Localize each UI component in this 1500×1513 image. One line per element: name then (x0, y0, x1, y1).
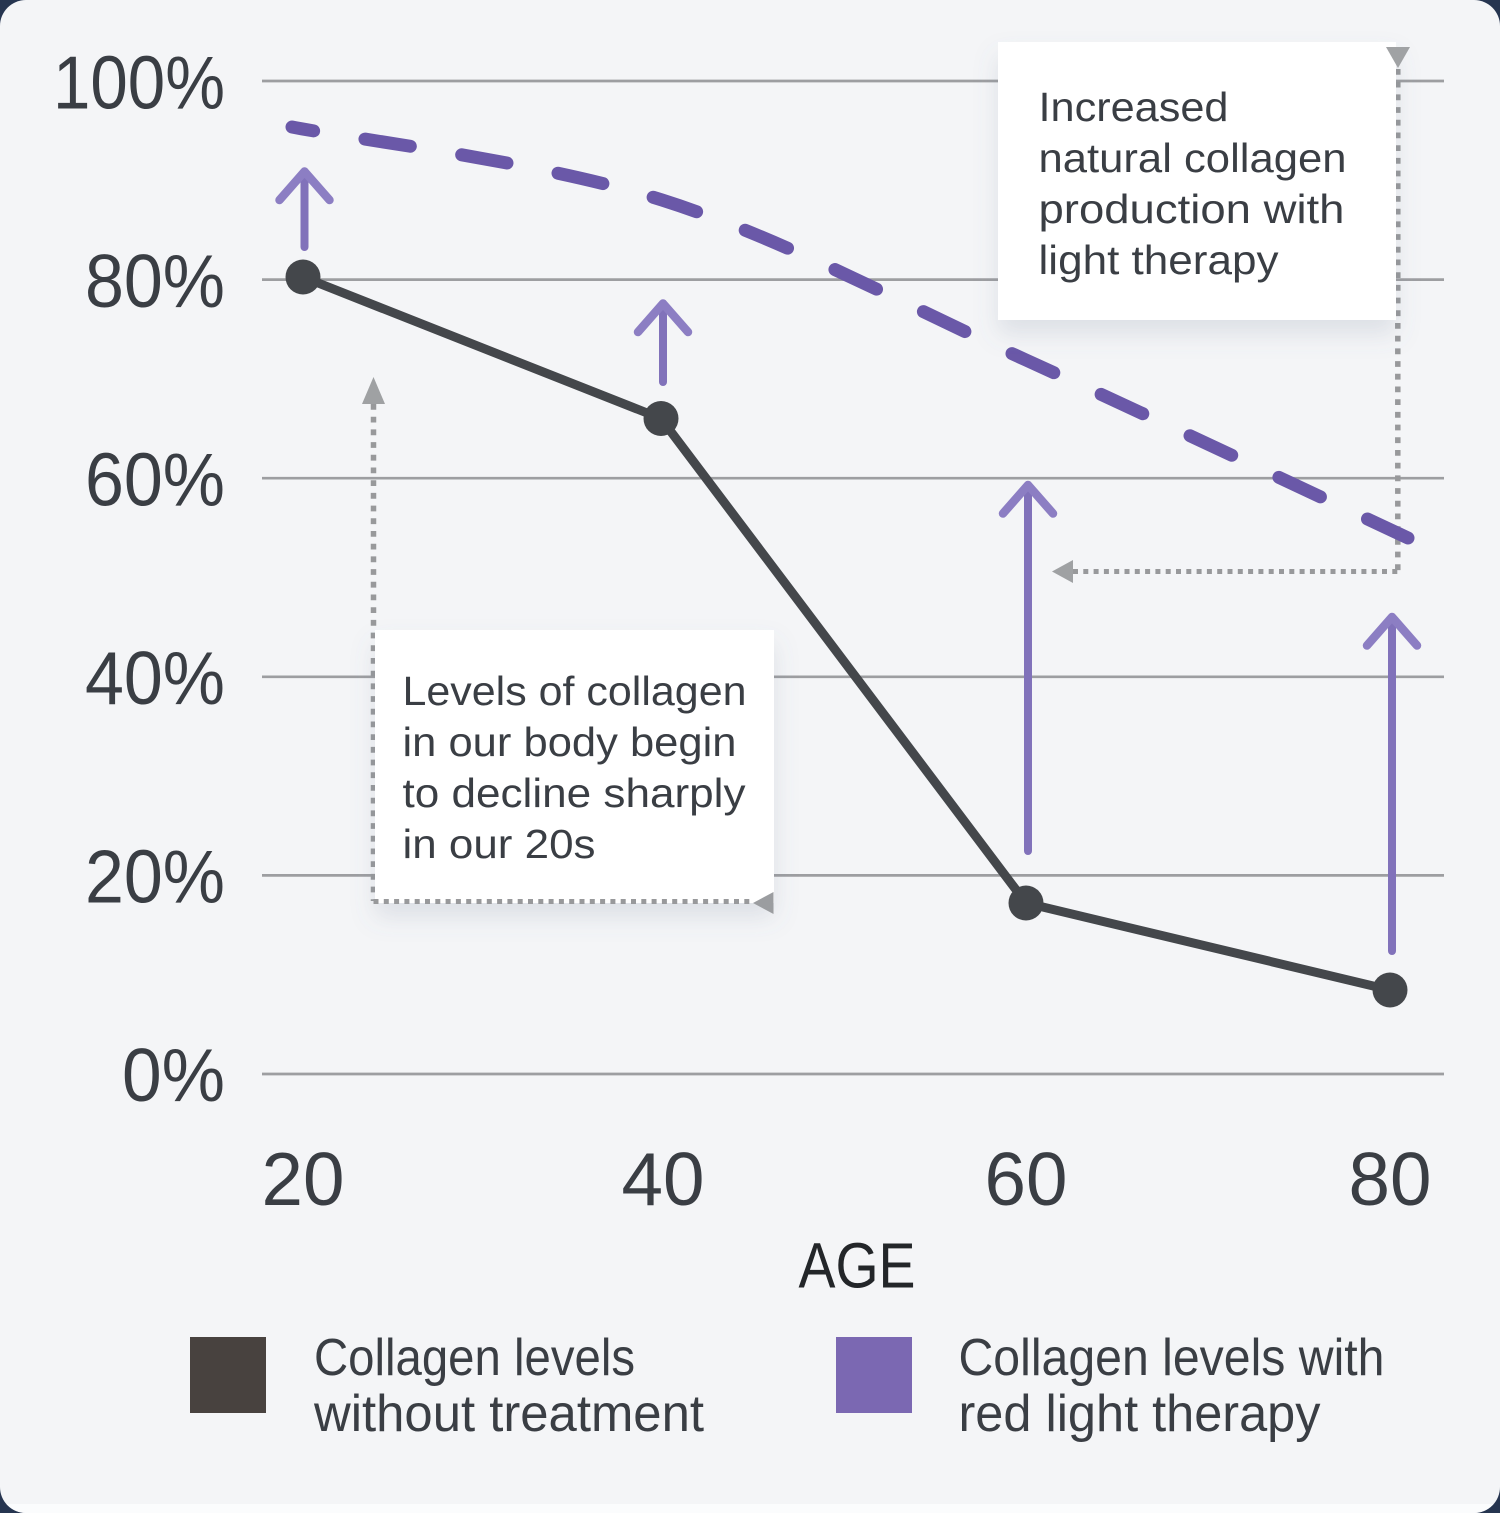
svg-text:AGE: AGE (799, 1230, 916, 1302)
svg-text:20: 20 (262, 1137, 345, 1221)
svg-text:Collagen levels with: Collagen levels with (959, 1329, 1385, 1387)
svg-text:20%: 20% (85, 835, 225, 919)
svg-text:60%: 60% (85, 438, 225, 522)
svg-text:without treatment: without treatment (313, 1385, 705, 1443)
svg-text:production with: production with (1039, 186, 1345, 232)
svg-text:40: 40 (622, 1137, 705, 1221)
svg-text:40%: 40% (85, 636, 225, 720)
svg-text:80%: 80% (85, 239, 225, 323)
svg-text:100%: 100% (53, 41, 225, 125)
svg-text:Increased: Increased (1039, 84, 1229, 130)
svg-text:in our body begin: in our body begin (403, 719, 737, 765)
svg-text:to decline sharply: to decline sharply (403, 770, 747, 816)
svg-text:80: 80 (1349, 1137, 1432, 1221)
svg-text:Levels of collagen: Levels of collagen (403, 668, 747, 714)
svg-text:in our 20s: in our 20s (403, 821, 596, 867)
svg-text:60: 60 (985, 1137, 1068, 1221)
svg-text:red light therapy: red light therapy (959, 1385, 1321, 1443)
svg-text:0%: 0% (122, 1033, 225, 1117)
svg-text:natural collagen: natural collagen (1039, 135, 1347, 181)
svg-text:Collagen levels: Collagen levels (314, 1329, 635, 1387)
svg-text:light therapy: light therapy (1039, 237, 1280, 283)
